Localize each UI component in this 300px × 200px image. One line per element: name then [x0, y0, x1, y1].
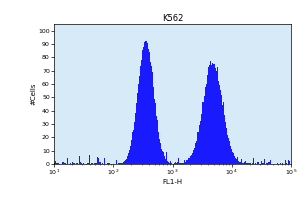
X-axis label: FL1-H: FL1-H — [162, 179, 183, 185]
Y-axis label: #Cells: #Cells — [31, 83, 37, 105]
Title: K562: K562 — [162, 14, 183, 23]
